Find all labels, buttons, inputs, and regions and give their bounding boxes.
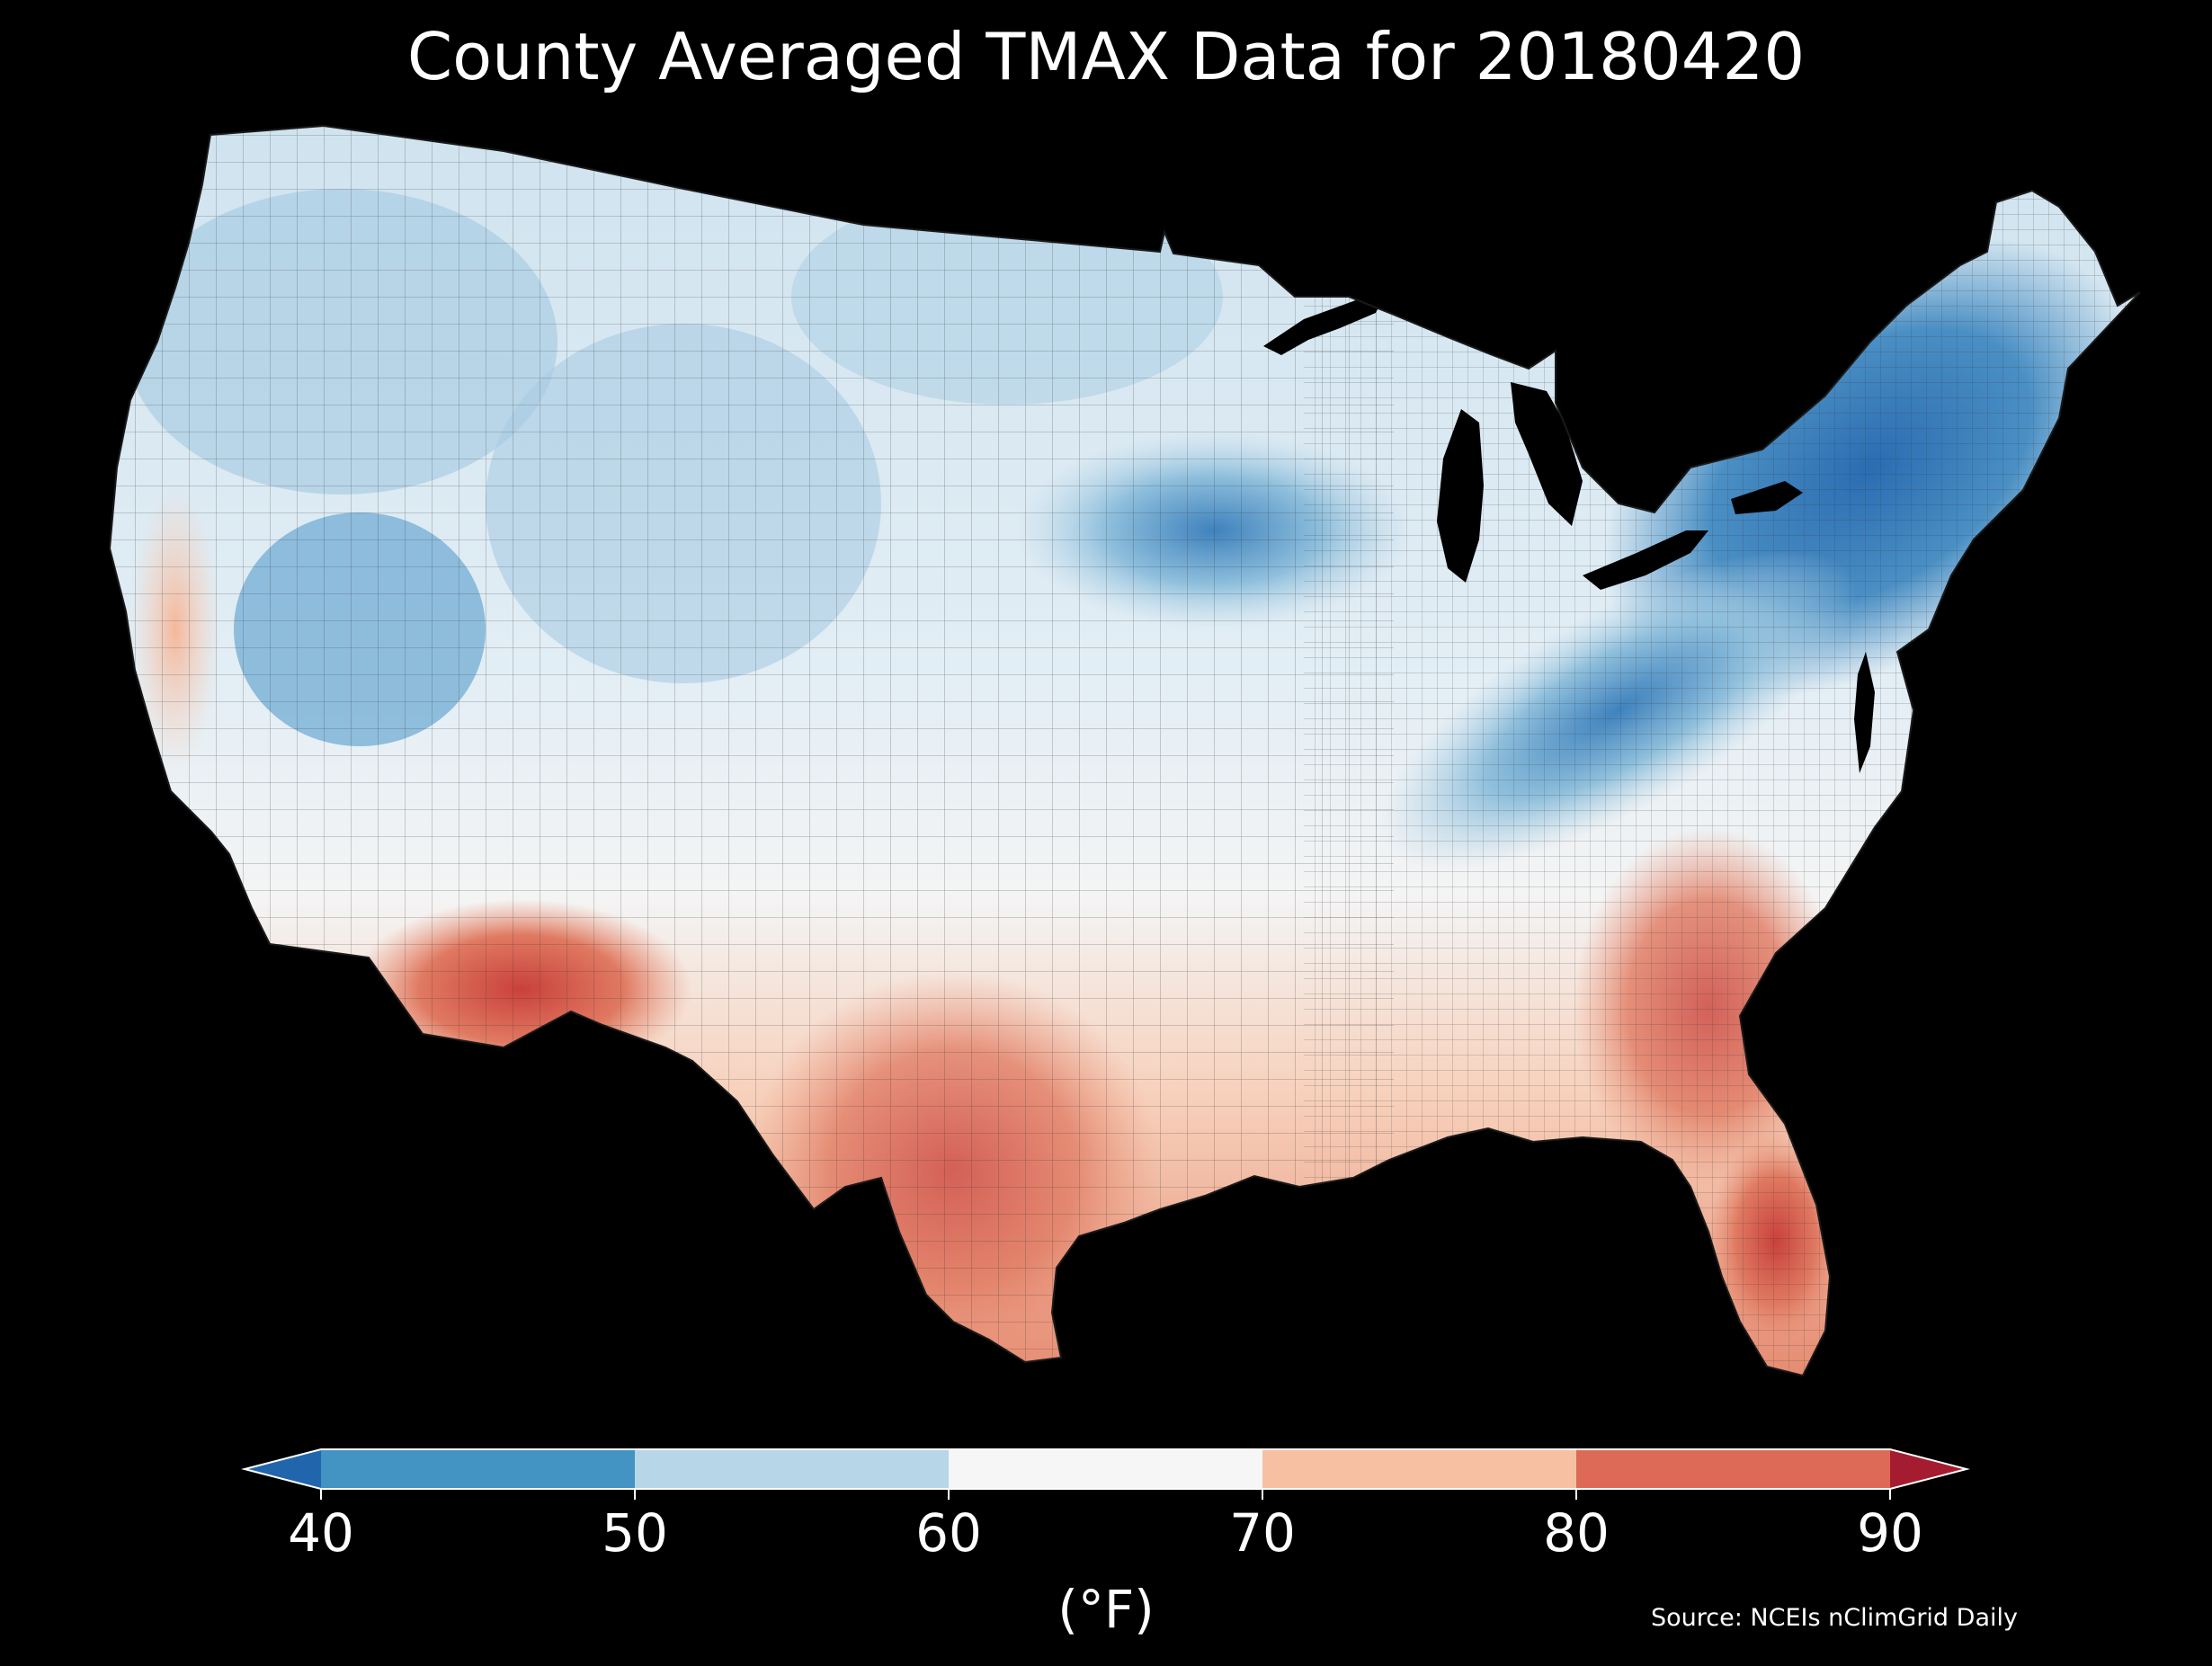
page-title: County Averaged TMAX Data for 20180420 bbox=[406, 19, 1806, 94]
colorbar-bin-40-50 bbox=[321, 1449, 636, 1489]
colorbar-extend-low bbox=[245, 1449, 321, 1489]
colorbar-tick-label: 90 bbox=[1857, 1502, 1923, 1564]
colorbar-tick-label: 70 bbox=[1229, 1502, 1296, 1564]
lake-huron bbox=[1511, 382, 1583, 526]
source-credit: Source: NCEIs nClimGrid Daily bbox=[1651, 1604, 2018, 1632]
colorbar-tick-label: 50 bbox=[602, 1502, 668, 1564]
lake-ontario bbox=[1731, 481, 1803, 514]
lake-erie bbox=[1583, 530, 1708, 590]
colorbar-bin-60-70 bbox=[949, 1449, 1263, 1489]
chesapeake-bay bbox=[1854, 652, 1875, 773]
colorbar-bin-70-80 bbox=[1262, 1449, 1577, 1489]
lake-michigan bbox=[1437, 409, 1484, 583]
colorbar-tick-label: 60 bbox=[915, 1502, 982, 1564]
colorbar-units-label: (°F) bbox=[1057, 1579, 1155, 1640]
colorbar-tick-label: 40 bbox=[288, 1502, 354, 1564]
colorbar-tick-label: 80 bbox=[1543, 1502, 1610, 1564]
colorbar-extend-high bbox=[1890, 1449, 1967, 1489]
lake-superior bbox=[1263, 286, 1389, 355]
colorbar-bin-50-60 bbox=[635, 1449, 950, 1489]
colorbar-bin-80-90 bbox=[1576, 1449, 1891, 1489]
